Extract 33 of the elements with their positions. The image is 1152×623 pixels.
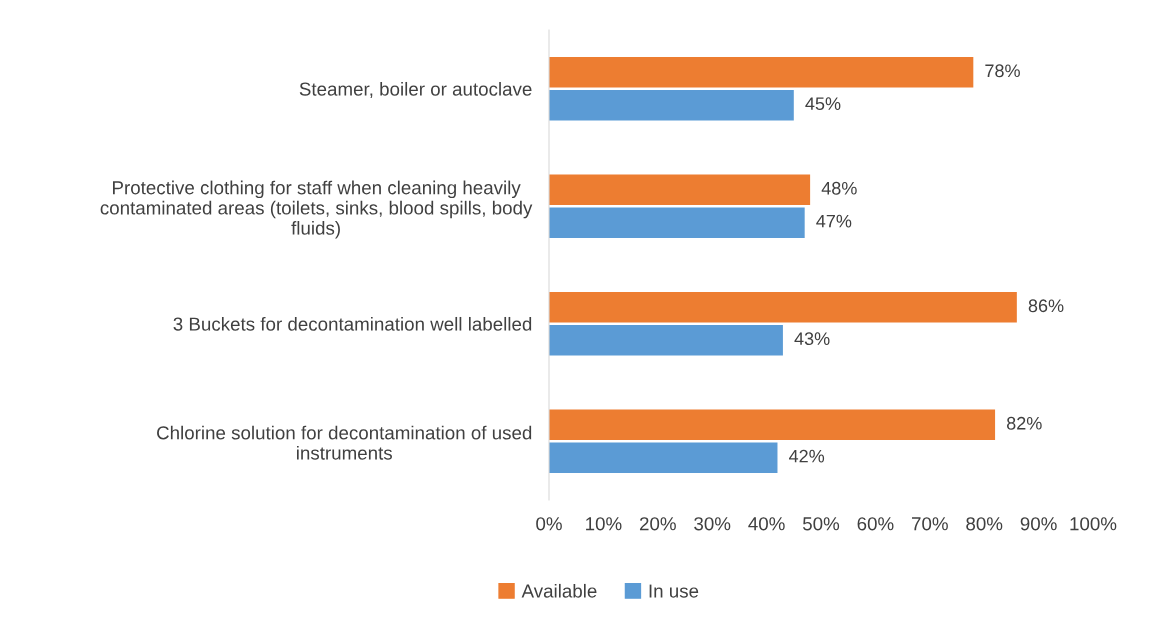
bar — [549, 207, 805, 238]
data-label: 47% — [816, 214, 852, 228]
y-tick-label: Protective clothing for staff when cleaning heavily contaminated areas (toilets, sinks, blood spills, body fluids) — [100, 180, 533, 239]
data-label: 45% — [805, 97, 841, 111]
data-label: 78% — [985, 64, 1020, 78]
bar — [549, 292, 1017, 323]
y-tick-label: 3 Buckets for decontamination well labelled — [173, 316, 532, 331]
data-label: 43% — [794, 332, 830, 346]
x-tick-label: 60% — [857, 517, 894, 531]
bar — [549, 442, 778, 473]
x-tick-label: 70% — [912, 517, 948, 531]
bar — [549, 174, 811, 206]
x-tick-label: 10% — [586, 517, 622, 531]
bar — [549, 409, 996, 441]
data-label: 86% — [1028, 299, 1064, 313]
x-tick-label: 0% — [536, 517, 562, 531]
legend-label: In use — [649, 584, 699, 598]
data-label: 42% — [789, 449, 825, 463]
x-tick-label: 20% — [639, 517, 676, 531]
x-tick-label: 30% — [694, 517, 731, 531]
y-tick-label: Chlorine solution for decontamination of used instruments — [157, 425, 532, 460]
legend-label: Available — [521, 583, 597, 598]
y-tick-label: Steamer, boiler or autoclave — [299, 81, 532, 98]
data-label: 82% — [1006, 416, 1042, 430]
bar — [549, 324, 783, 356]
x-tick-label: 90% — [1020, 517, 1057, 531]
x-tick-label: 80% — [966, 517, 1003, 531]
x-tick-label: 50% — [802, 517, 840, 531]
x-tick-label: 40% — [748, 517, 785, 531]
bar — [549, 57, 974, 88]
x-tick-label: 100% — [1070, 517, 1117, 531]
data-label: 48% — [821, 181, 857, 195]
bar — [549, 89, 794, 121]
